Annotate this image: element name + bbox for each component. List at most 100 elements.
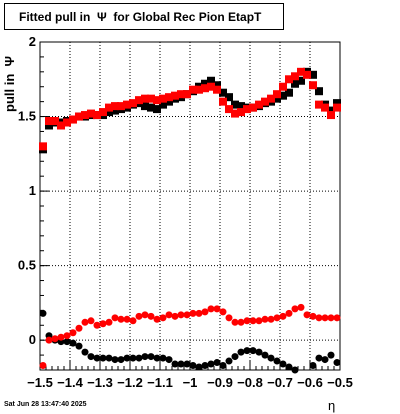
circle-marker-s2 — [225, 357, 233, 365]
circle-marker-s3 — [225, 314, 233, 322]
x-tick-label: −0.8 — [237, 375, 263, 390]
circle-marker-s2 — [237, 348, 245, 356]
circle-marker-s3 — [123, 315, 131, 323]
circle-marker-s3 — [165, 311, 173, 319]
square-marker-s0 — [213, 81, 221, 90]
square-marker-s0 — [219, 88, 227, 97]
square-marker-s0 — [111, 106, 119, 115]
square-marker-s0 — [315, 87, 323, 96]
circle-marker-s2 — [249, 347, 257, 355]
square-marker-s0 — [207, 76, 215, 85]
square-marker-s0 — [141, 102, 149, 111]
circle-marker-s2 — [159, 354, 167, 362]
tick-labels: −1.5 −1.4 −1.3 −1.2 −1.1 −1 −0.9 −0.8 −0.7 −0.6 −0… — [18, 34, 353, 390]
circle-marker-s2 — [321, 356, 329, 364]
data-marks — [39, 67, 341, 374]
square-marker-s1 — [195, 85, 203, 94]
square-marker-s1 — [171, 91, 179, 100]
circle-marker-s3 — [177, 311, 185, 319]
circle-marker-s3 — [129, 317, 137, 325]
x-tick-label: −1.5 — [27, 375, 53, 390]
circle-marker-s2 — [135, 354, 143, 362]
circle-marker-s3 — [171, 312, 179, 320]
square-marker-s1 — [225, 105, 233, 114]
square-marker-s1 — [129, 99, 137, 108]
circle-marker-s2 — [183, 360, 191, 368]
circle-marker-s2 — [141, 353, 149, 361]
square-marker-s1 — [315, 100, 323, 109]
square-marker-s1 — [45, 117, 53, 126]
square-marker-s0 — [285, 88, 293, 97]
circle-marker-s2 — [243, 347, 251, 355]
square-marker-s0 — [147, 103, 155, 112]
circle-marker-s3 — [147, 312, 155, 320]
square-marker-s1 — [189, 85, 197, 94]
circle-marker-s3 — [105, 318, 113, 326]
x-tick-label: −0.9 — [207, 375, 233, 390]
square-marker-s0 — [105, 108, 113, 117]
circle-marker-s2 — [261, 351, 269, 359]
circle-marker-s3 — [201, 308, 209, 316]
square-marker-s1 — [327, 111, 335, 120]
square-marker-s0 — [159, 100, 167, 109]
circle-marker-s2 — [111, 356, 119, 364]
square-marker-s1 — [153, 96, 161, 105]
circle-marker-s2 — [165, 356, 173, 364]
circle-marker-s2 — [81, 348, 89, 356]
square-marker-s1 — [39, 142, 47, 151]
circle-marker-s3 — [183, 311, 191, 319]
circle-marker-s2 — [213, 359, 221, 367]
square-marker-s0 — [45, 121, 53, 130]
square-marker-s0 — [273, 94, 281, 103]
circle-marker-s2 — [93, 354, 101, 362]
square-marker-s1 — [261, 97, 269, 106]
circle-marker-s3 — [285, 309, 293, 317]
y-tick-label: 0.5 — [18, 258, 36, 273]
square-marker-s1 — [147, 94, 155, 103]
circle-marker-s3 — [291, 305, 299, 313]
circle-marker-s3 — [135, 312, 143, 320]
circle-marker-s2 — [117, 356, 125, 364]
square-marker-s1 — [69, 115, 77, 124]
circle-marker-s2 — [207, 360, 215, 368]
y-tick-label: 2 — [29, 34, 36, 49]
y-tick-label: 1.5 — [18, 109, 36, 124]
square-marker-s1 — [309, 81, 317, 90]
circle-marker-s2 — [63, 338, 71, 346]
circle-marker-s3 — [111, 314, 119, 322]
square-marker-s1 — [57, 121, 65, 130]
square-marker-s1 — [237, 108, 245, 117]
square-marker-s1 — [231, 109, 239, 118]
square-marker-s1 — [333, 103, 341, 112]
square-marker-s0 — [333, 99, 341, 108]
x-tick-label: −0.6 — [297, 375, 323, 390]
circle-marker-s2 — [285, 363, 293, 371]
circle-marker-s3 — [39, 362, 47, 370]
circle-marker-s2 — [123, 354, 131, 362]
x-tick-label: −1.4 — [57, 375, 83, 390]
square-marker-s0 — [327, 106, 335, 115]
circle-marker-s3 — [81, 318, 89, 326]
square-marker-s1 — [243, 105, 251, 114]
circle-marker-s3 — [207, 305, 215, 313]
circle-marker-s3 — [87, 317, 95, 325]
square-marker-s1 — [75, 112, 83, 121]
x-tick-label: −1.1 — [147, 375, 173, 390]
circle-marker-s3 — [315, 314, 323, 322]
circle-marker-s3 — [195, 309, 203, 317]
square-marker-s1 — [177, 90, 185, 99]
circle-marker-s3 — [159, 314, 167, 322]
circle-marker-s3 — [279, 312, 287, 320]
circle-marker-s3 — [303, 311, 311, 319]
square-marker-s0 — [297, 76, 305, 85]
square-marker-s1 — [51, 117, 59, 126]
circle-marker-s2 — [147, 353, 155, 361]
x-tick-label: −0.5 — [327, 375, 353, 390]
circle-marker-s2 — [279, 360, 287, 368]
y-axis-label: pull in Ψ — [2, 55, 17, 112]
circle-marker-s3 — [333, 314, 341, 322]
square-marker-s1 — [297, 67, 305, 76]
circle-marker-s3 — [321, 314, 329, 322]
square-marker-s1 — [273, 90, 281, 99]
